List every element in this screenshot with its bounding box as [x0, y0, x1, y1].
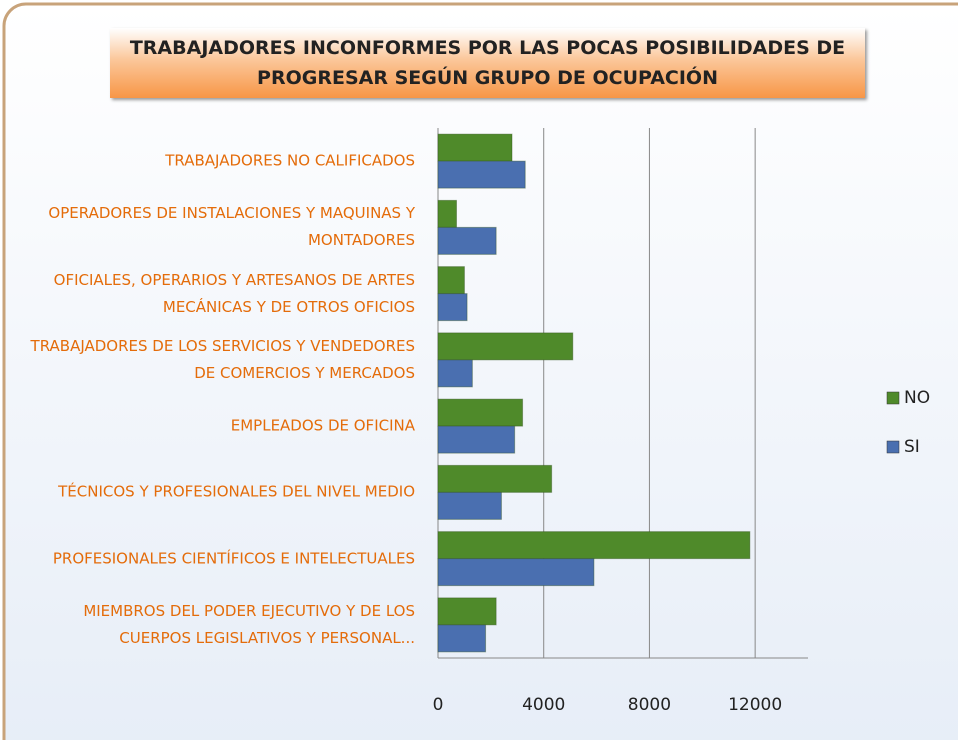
chart-title: TRABAJADORES INCONFORMES POR LAS POCAS P…	[110, 28, 865, 98]
y-tick-label: MIEMBROS DEL PODER EJECUTIVO Y DE LOS CU…	[83, 601, 415, 647]
bar	[437, 133, 513, 162]
bar	[437, 226, 497, 255]
bar	[437, 597, 497, 626]
bar	[437, 398, 524, 427]
bar	[437, 359, 473, 388]
y-tick-label: TRABAJADORES NO CALIFICADOS	[165, 151, 415, 170]
x-tick-label: 8000	[628, 695, 671, 715]
x-tick-label: 4000	[522, 695, 565, 715]
legend-swatch	[886, 440, 900, 454]
legend-swatch	[886, 391, 900, 405]
bar	[437, 199, 457, 228]
bar	[437, 160, 526, 189]
bar	[437, 332, 574, 361]
y-tick-label: PROFESIONALES CIENTÍFICOS E INTELECTUALE…	[52, 549, 415, 568]
bar	[437, 425, 516, 454]
legend-label: NO	[904, 388, 930, 408]
y-tick-label: TÉCNICOS Y PROFESIONALES DEL NIVEL MEDIO	[58, 482, 415, 501]
bar	[437, 293, 468, 322]
bar	[437, 464, 553, 493]
y-tick-label: EMPLEADOS DE OFICINA	[230, 416, 415, 435]
bar	[437, 491, 502, 520]
bar	[437, 531, 751, 560]
bar	[437, 266, 465, 295]
bar	[437, 558, 595, 587]
legend-label: SI	[904, 437, 920, 457]
x-tick-label: 12000	[728, 695, 782, 715]
y-tick-label: TRABAJADORES DE LOS SERVICIOS Y VENDEDOR…	[30, 336, 415, 382]
y-tick-label: OFICIALES, OPERARIOS Y ARTESANOS DE ARTE…	[53, 270, 415, 316]
y-tick-label: OPERADORES DE INSTALACIONES Y MAQUINAS Y…	[48, 204, 415, 250]
x-tick-label: 0	[433, 695, 444, 715]
bar	[437, 624, 487, 653]
